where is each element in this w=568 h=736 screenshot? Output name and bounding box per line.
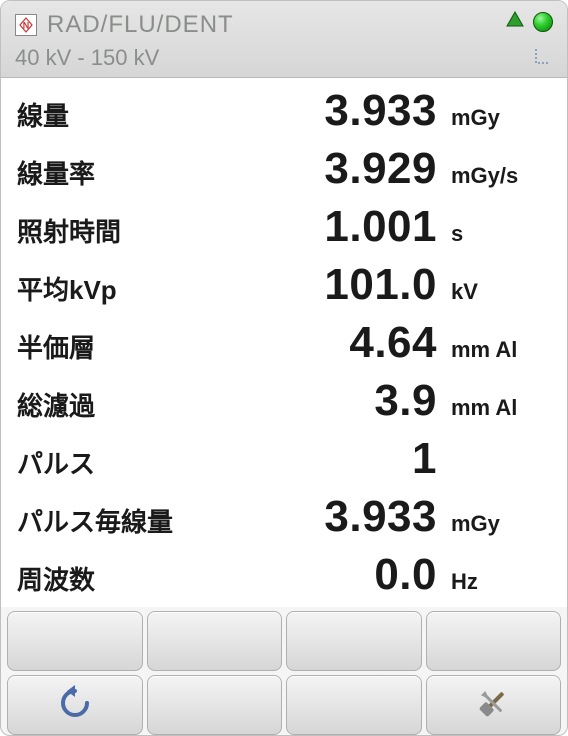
measurement-value: 4.64 — [217, 318, 451, 368]
measurement-label: パルス — [17, 444, 217, 481]
range-bracket-icon — [533, 46, 553, 71]
tools-icon — [473, 683, 513, 728]
measurement-value: 1 — [217, 434, 451, 484]
measurement-label: 半価層 — [17, 328, 217, 365]
measurement-unit: s — [451, 221, 551, 247]
device-frame: N RAD/FLU/DENT 40 kV - 150 kV 線量 3.9 — [0, 0, 568, 736]
measurement-row: 線量率 3.929 mGy/s — [17, 144, 551, 202]
soft-button-area — [1, 607, 567, 735]
measurement-value: 1.001 — [217, 202, 451, 252]
soft-button-3[interactable] — [286, 611, 422, 671]
measurement-value: 3.933 — [217, 492, 451, 542]
measurement-row: 照射時間 1.001 s — [17, 202, 551, 260]
measurement-unit: mGy — [451, 511, 551, 537]
measurement-row: パルス 1 — [17, 434, 551, 492]
measurement-list: 線量 3.933 mGy 線量率 3.929 mGy/s 照射時間 1.001 … — [1, 78, 567, 607]
soft-button-1[interactable] — [7, 611, 143, 671]
measurement-label: 総濾過 — [17, 386, 217, 423]
measurement-row: 周波数 0.0 Hz — [17, 550, 551, 607]
measurement-unit: Hz — [451, 569, 551, 595]
measurement-label: パルス毎線量 — [17, 502, 217, 539]
measurement-unit: kV — [451, 279, 551, 305]
measurement-value: 101.0 — [217, 260, 451, 310]
measurement-unit: mm Al — [451, 395, 551, 421]
svg-text:N: N — [23, 21, 30, 31]
header-subtitle: 40 kV - 150 kV — [15, 45, 553, 71]
measurement-row: パルス毎線量 3.933 mGy — [17, 492, 551, 550]
header-bar: N RAD/FLU/DENT 40 kV - 150 kV — [1, 1, 567, 78]
measurement-unit: mGy/s — [451, 163, 551, 189]
measurement-value: 3.933 — [217, 86, 451, 136]
button-row-2 — [7, 675, 561, 735]
triangle-warning-icon — [505, 9, 525, 34]
settings-button[interactable] — [426, 675, 562, 735]
measurement-row: 線量 3.933 mGy — [17, 86, 551, 144]
measurement-label: 線量率 — [17, 154, 217, 191]
soft-button-2[interactable] — [147, 611, 283, 671]
refresh-icon — [55, 683, 95, 728]
measurement-value: 3.929 — [217, 144, 451, 194]
soft-button-7[interactable] — [286, 675, 422, 735]
measurement-label: 線量 — [17, 96, 217, 133]
measurement-value: 3.9 — [217, 376, 451, 426]
measurement-label: 平均kVp — [17, 270, 217, 307]
measurement-row: 平均kVp 101.0 kV — [17, 260, 551, 318]
measurement-label: 照射時間 — [17, 212, 217, 249]
measurement-label: 周波数 — [17, 560, 217, 597]
refresh-button[interactable] — [7, 675, 143, 735]
button-row-1 — [7, 611, 561, 671]
measurement-row: 総濾過 3.9 mm Al — [17, 376, 551, 434]
header-title: RAD/FLU/DENT — [47, 11, 234, 39]
measurement-row: 半価層 4.64 mm Al — [17, 318, 551, 376]
status-icons — [505, 9, 553, 34]
measurement-unit: mm Al — [451, 337, 551, 363]
measurement-value: 0.0 — [217, 550, 451, 600]
n-mark-icon: N — [15, 14, 37, 36]
measurement-unit: mGy — [451, 105, 551, 131]
header-row-1: N RAD/FLU/DENT — [15, 7, 553, 43]
status-led-icon — [533, 12, 553, 32]
soft-button-4[interactable] — [426, 611, 562, 671]
soft-button-6[interactable] — [147, 675, 283, 735]
